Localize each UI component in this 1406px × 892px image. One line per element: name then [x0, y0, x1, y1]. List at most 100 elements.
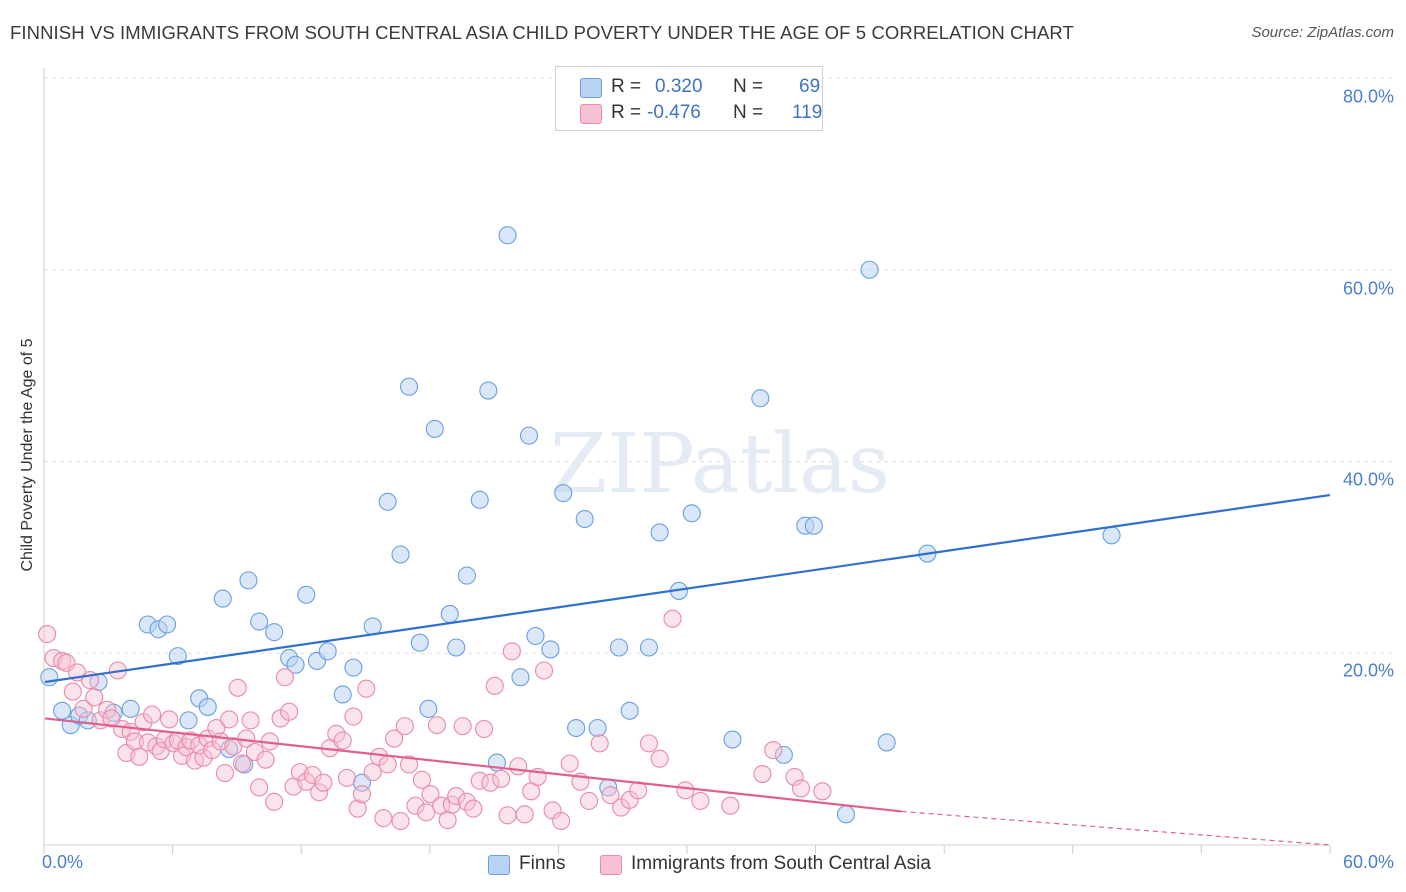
y-tick-label: 60.0%	[1342, 278, 1394, 299]
finns-point	[213, 589, 232, 608]
immigrants-point	[453, 717, 472, 736]
n-value: 119	[792, 102, 823, 123]
finns-point	[400, 377, 419, 396]
r-label: R =	[611, 102, 642, 123]
finns-point	[1102, 526, 1121, 545]
finns-point	[410, 633, 429, 652]
y-tick-label: 40.0%	[1342, 469, 1394, 490]
immigrants-point	[74, 699, 93, 718]
finns-point	[419, 699, 438, 718]
finns-point	[609, 638, 629, 657]
finns-point	[286, 655, 305, 674]
finns-point	[751, 389, 770, 408]
immigrants-point	[241, 711, 260, 730]
immigrants-point	[676, 781, 695, 800]
immigrants-point	[492, 769, 511, 788]
immigrants-point	[314, 773, 333, 792]
n-label: N =	[733, 76, 764, 97]
immigrants-point	[639, 734, 659, 753]
immigrants-point	[385, 729, 404, 748]
finns-point	[836, 805, 856, 824]
immigrants-point	[406, 796, 425, 815]
immigrants-point	[457, 792, 476, 811]
finns-point	[297, 585, 316, 604]
immigrants-point	[427, 716, 446, 735]
finns-swatch	[488, 855, 510, 875]
finns-point	[526, 626, 545, 646]
immigrants-point	[421, 785, 440, 804]
immigrants-point	[764, 741, 783, 760]
finns-swatch	[580, 78, 602, 98]
immigrants-point	[534, 661, 554, 680]
n-label: N =	[733, 102, 764, 123]
finns-point	[650, 523, 669, 542]
finns-point	[567, 718, 586, 738]
immigrants-swatch	[580, 104, 602, 124]
finns-point	[168, 647, 187, 666]
immigrants-point	[357, 679, 376, 698]
y-tick-label: 80.0%	[1342, 86, 1394, 107]
finns-point	[344, 658, 363, 677]
immigrants-point	[265, 792, 284, 811]
immigrants-point	[474, 719, 494, 739]
immigrants-point	[280, 702, 299, 721]
immigrants-point	[228, 678, 247, 697]
r-value: 0.320	[655, 76, 703, 97]
immigrants-point	[691, 791, 710, 810]
n-value: 69	[799, 76, 821, 97]
finns-point	[511, 668, 530, 687]
immigrants-point	[378, 755, 397, 774]
finns-point	[198, 697, 217, 716]
immigrants-point	[391, 811, 410, 831]
finns-point	[723, 730, 742, 749]
finns-point	[363, 617, 382, 636]
chart-title: FINNISH VS IMMIGRANTS FROM SOUTH CENTRAL…	[10, 22, 1074, 43]
finns-trend-line	[44, 493, 1331, 684]
finns-point	[774, 745, 793, 764]
x-tick-label: 60.0%	[1342, 852, 1394, 872]
finns-point	[554, 484, 573, 503]
finns-point	[620, 701, 639, 720]
immigrants-point	[143, 705, 162, 724]
immigrants-point	[215, 764, 234, 783]
finns-point	[860, 260, 879, 279]
finns-point	[575, 509, 594, 529]
immigrants-point	[400, 755, 419, 774]
immigrants-point	[363, 763, 382, 782]
immigrants-trend-extension	[901, 810, 1331, 846]
immigrants-point	[138, 733, 157, 752]
immigrants-point	[438, 811, 457, 830]
immigrants-point	[498, 806, 517, 825]
finns-point	[265, 623, 284, 642]
immigrants-point	[275, 668, 294, 687]
immigrants-point	[63, 682, 82, 701]
axes	[43, 68, 1331, 854]
finns-point	[425, 419, 444, 438]
immigrants-trend-line	[44, 717, 902, 813]
finns-point	[804, 516, 823, 535]
immigrants-point	[785, 767, 804, 786]
immigrants-point	[464, 799, 483, 818]
finns-point	[318, 642, 337, 661]
immigrants-point	[232, 754, 252, 773]
grid	[44, 77, 1392, 654]
immigrants-point	[310, 783, 329, 802]
finns-point	[519, 426, 539, 445]
immigrants-point	[395, 717, 414, 736]
immigrants-point	[98, 700, 117, 719]
finns-point	[639, 638, 659, 657]
finns-point	[239, 571, 258, 590]
finns-point	[158, 615, 177, 634]
immigrants-swatch	[600, 855, 622, 875]
immigrants-point	[442, 795, 461, 814]
immigrants-point	[502, 642, 521, 661]
immigrants-point	[130, 747, 149, 766]
legend-label: Finns	[519, 853, 566, 874]
finns-point	[479, 381, 498, 400]
immigrants-point	[552, 811, 571, 831]
legend-label: Immigrants from South Central Asia	[631, 853, 931, 874]
finns-point	[457, 566, 476, 585]
finns-point	[541, 640, 560, 659]
immigrants-point	[412, 770, 431, 789]
x-tick-label: 0.0%	[42, 852, 84, 872]
